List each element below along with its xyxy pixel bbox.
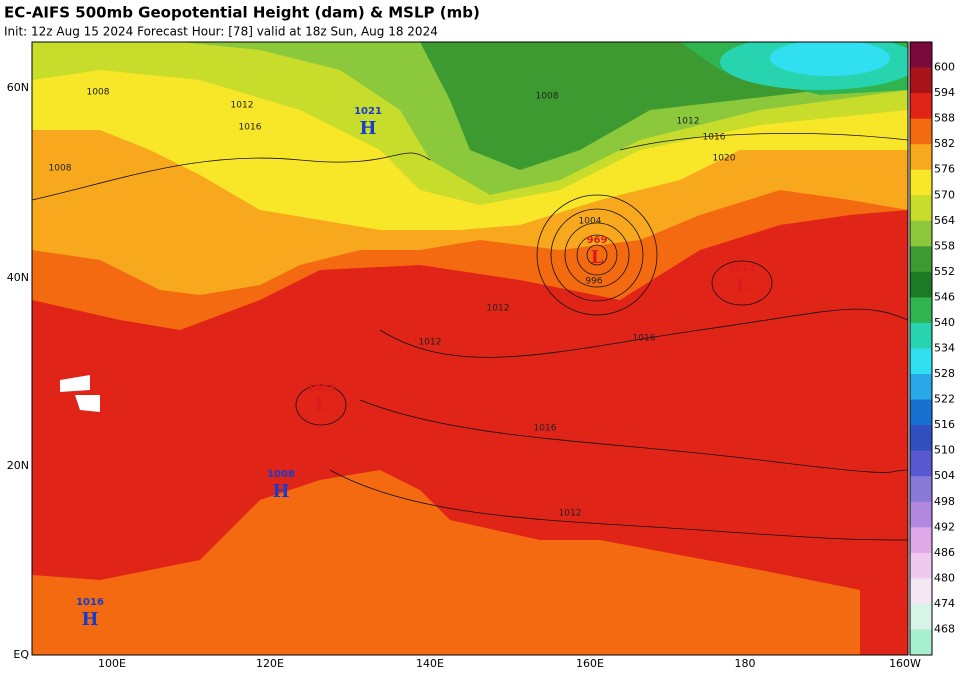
colorbar-label: 594 bbox=[934, 86, 955, 99]
colorbar-swatch bbox=[910, 93, 932, 120]
colorbar-label: 516 bbox=[934, 418, 955, 431]
colorbar-label: 504 bbox=[934, 469, 955, 482]
colorbar-label: 492 bbox=[934, 520, 955, 533]
colorbar-label: 540 bbox=[934, 316, 955, 329]
center-symbol: H bbox=[81, 609, 98, 630]
center-value: 1021 bbox=[354, 106, 382, 117]
lon-label: 180 bbox=[735, 657, 756, 670]
center-symbol: H bbox=[359, 118, 376, 139]
colorbar-swatch bbox=[910, 629, 932, 656]
colorbar-swatch bbox=[910, 501, 932, 528]
colorbar-swatch bbox=[910, 169, 932, 196]
colorbar-label: 582 bbox=[934, 137, 955, 150]
colorbar-label: 558 bbox=[934, 239, 955, 252]
isobar-label: 1016 bbox=[239, 123, 262, 133]
colorbar-swatch bbox=[910, 271, 932, 298]
colorbar-swatch bbox=[910, 399, 932, 426]
colorbar-swatch bbox=[910, 348, 932, 375]
lat-label: 20N bbox=[7, 459, 29, 472]
colorbar-frame bbox=[909, 41, 933, 656]
center-value: 1008 bbox=[267, 469, 295, 480]
colorbar-swatch bbox=[910, 374, 932, 401]
lon-label: 140E bbox=[416, 657, 444, 670]
center-symbol: L bbox=[315, 395, 328, 416]
colorbar-label: 528 bbox=[934, 367, 955, 380]
center-value: 1012 bbox=[728, 263, 756, 274]
lat-label: 60N bbox=[7, 81, 29, 94]
lon-label: 160W bbox=[889, 657, 921, 670]
lon-label: 120E bbox=[256, 657, 284, 670]
colorbar-label: 576 bbox=[934, 163, 955, 176]
colorbar-swatch bbox=[910, 476, 932, 503]
colorbar-label: 600 bbox=[934, 61, 955, 74]
colorbar-swatch bbox=[910, 144, 932, 171]
colorbar-swatch bbox=[910, 42, 932, 69]
colorbar-label: 570 bbox=[934, 188, 955, 201]
colorbar-label: 474 bbox=[934, 597, 955, 610]
isobar-label: 1016 bbox=[534, 424, 557, 434]
isobar-label: 996 bbox=[585, 277, 602, 287]
lat-label: EQ bbox=[13, 648, 29, 661]
colorbar-swatch bbox=[910, 322, 932, 349]
lon-label: 160E bbox=[576, 657, 604, 670]
lat-label: 40N bbox=[7, 271, 29, 284]
map-frame bbox=[31, 41, 909, 656]
title: EC-AIFS 500mb Geopotential Height (dam) … bbox=[4, 4, 480, 22]
colorbar-swatch bbox=[910, 552, 932, 579]
isobar-label: 1008 bbox=[49, 164, 72, 174]
colorbar-swatch bbox=[910, 220, 932, 247]
colorbar-swatch bbox=[910, 246, 932, 273]
colorbar-label: 534 bbox=[934, 342, 955, 355]
field-528 bbox=[770, 42, 890, 76]
colorbar-label: 564 bbox=[934, 214, 955, 227]
isobar-label: 1004 bbox=[579, 217, 602, 227]
center-symbol: L bbox=[736, 275, 749, 296]
colorbar-label: 480 bbox=[934, 571, 955, 584]
colorbar-label: 498 bbox=[934, 495, 955, 508]
colorbar-label: 588 bbox=[934, 112, 955, 125]
isobar-label: 1016 bbox=[633, 334, 656, 344]
isobar-label: 1012 bbox=[677, 117, 700, 127]
colorbar-swatch bbox=[910, 67, 932, 94]
isobar-label: 1008 bbox=[536, 92, 559, 102]
colorbar-swatch bbox=[910, 578, 932, 605]
colorbar-swatch bbox=[910, 297, 932, 324]
field-588 bbox=[32, 210, 908, 655]
map-field bbox=[32, 42, 908, 655]
isobar-label: 1012 bbox=[487, 304, 510, 314]
colorbar-swatch bbox=[910, 527, 932, 554]
center-value: 1016 bbox=[76, 597, 104, 608]
colorbar-label: 486 bbox=[934, 546, 955, 559]
center-symbol: L bbox=[591, 247, 604, 268]
colorbar-label: 468 bbox=[934, 622, 955, 635]
colorbar-swatch bbox=[910, 450, 932, 477]
colorbar-swatch bbox=[910, 603, 932, 630]
center-value: 969 bbox=[587, 235, 608, 246]
isobar-label: 1012 bbox=[559, 509, 582, 519]
isobars bbox=[32, 133, 908, 541]
colorbar-label: 510 bbox=[934, 444, 955, 457]
colorbar-label: 546 bbox=[934, 290, 955, 303]
center-value: 1003 bbox=[307, 383, 335, 394]
isobar-label: 1020 bbox=[713, 154, 736, 164]
center-symbol: H bbox=[272, 481, 289, 502]
colorbar-label: 552 bbox=[934, 265, 955, 278]
isobar-label: 1012 bbox=[231, 101, 254, 111]
colorbar-swatch bbox=[910, 195, 932, 222]
subtitle: Init: 12z Aug 15 2024 Forecast Hour: [78… bbox=[4, 25, 438, 39]
isobar-label: 1012 bbox=[419, 338, 442, 348]
colorbar-swatch bbox=[910, 118, 932, 145]
lon-label: 100E bbox=[98, 657, 126, 670]
no-data bbox=[60, 375, 100, 412]
colorbar-label: 522 bbox=[934, 393, 955, 406]
colorbar-swatch bbox=[910, 425, 932, 452]
isobar-label: 1016 bbox=[703, 133, 726, 143]
isobar-label: 1008 bbox=[87, 88, 110, 98]
